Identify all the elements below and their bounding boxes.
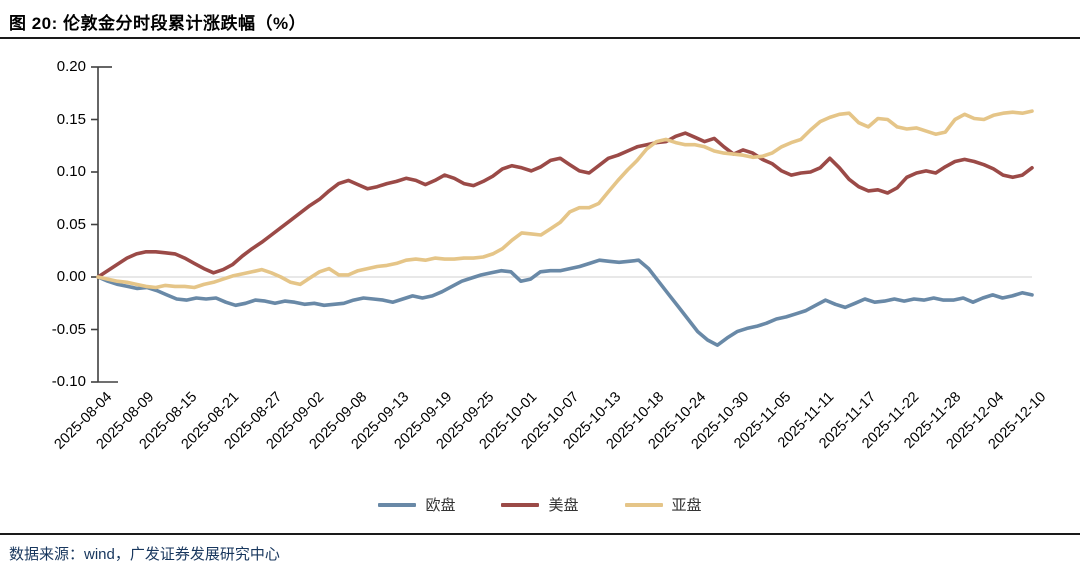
series-line-2 xyxy=(96,109,1034,290)
legend-item-2: 亚盘 xyxy=(624,494,702,515)
legend-item-1: 美盘 xyxy=(501,494,579,515)
y-tick-label: -0.10 xyxy=(51,373,86,390)
title-divider xyxy=(0,37,1080,39)
legend-line-swatch xyxy=(378,502,417,507)
y-tick-label: 0.05 xyxy=(56,215,86,233)
y-tick-label: -0.05 xyxy=(51,320,86,338)
series-line-0 xyxy=(96,258,1034,347)
figure-title: 图 20: 伦敦金分时段累计涨跌幅（%） xyxy=(9,14,307,33)
legend-label: 美盘 xyxy=(548,497,579,514)
legend-label: 亚盘 xyxy=(671,497,702,514)
y-tick-label: 0.00 xyxy=(56,268,86,285)
footer-divider xyxy=(0,533,1080,535)
legend-line-swatch xyxy=(501,502,540,507)
chart-legend: 欧盘 美盘 亚盘 xyxy=(0,494,1080,515)
y-tick-label: 0.20 xyxy=(56,58,86,75)
series-line-1 xyxy=(96,131,1034,279)
legend-line-swatch xyxy=(624,502,663,507)
legend-label: 欧盘 xyxy=(425,497,456,514)
legend-item-0: 欧盘 xyxy=(378,494,455,515)
y-tick-label: 0.15 xyxy=(56,110,86,128)
data-source-note: 数据来源：wind，广发证券发展研究中心 xyxy=(9,546,280,563)
y-tick-label: 0.10 xyxy=(56,163,86,180)
